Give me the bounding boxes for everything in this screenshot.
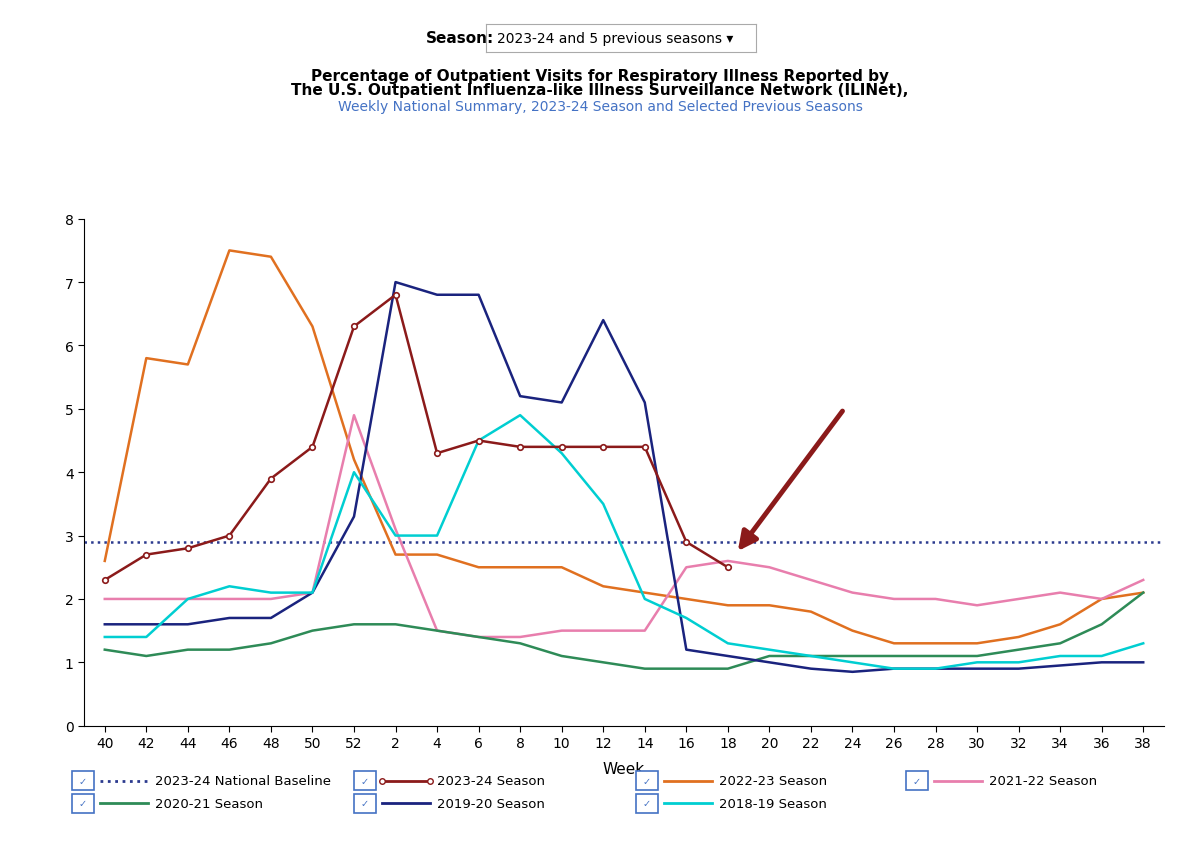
- X-axis label: Week: Week: [602, 761, 646, 776]
- Text: ✓: ✓: [361, 798, 368, 809]
- Text: 2023-24 Season: 2023-24 Season: [437, 774, 545, 787]
- Text: 2023-24 and 5 previous seasons ▾: 2023-24 and 5 previous seasons ▾: [498, 32, 733, 46]
- Text: The U.S. Outpatient Influenza-like Illness Surveillance Network (ILINet),: The U.S. Outpatient Influenza-like Illne…: [292, 83, 908, 98]
- Text: ✓: ✓: [643, 776, 650, 786]
- Text: Percentage of Outpatient Visits for Respiratory Illness Reported by: Percentage of Outpatient Visits for Resp…: [311, 68, 889, 84]
- Text: ✓: ✓: [79, 798, 86, 809]
- Text: ✓: ✓: [361, 776, 368, 786]
- Text: Weekly National Summary, 2023-24 Season and Selected Previous Seasons: Weekly National Summary, 2023-24 Season …: [337, 100, 863, 114]
- Text: Season:: Season:: [426, 30, 494, 46]
- Text: 2022-23 Season: 2022-23 Season: [719, 774, 827, 787]
- Text: ✓: ✓: [643, 798, 650, 809]
- Text: 2019-20 Season: 2019-20 Season: [437, 797, 545, 810]
- Text: 2023-24 National Baseline: 2023-24 National Baseline: [155, 774, 331, 787]
- Text: 2020-21 Season: 2020-21 Season: [155, 797, 263, 810]
- Text: ✓: ✓: [79, 776, 86, 786]
- Text: ✓: ✓: [913, 776, 920, 786]
- Text: 2021-22 Season: 2021-22 Season: [989, 774, 1097, 787]
- Text: 2018-19 Season: 2018-19 Season: [719, 797, 827, 810]
